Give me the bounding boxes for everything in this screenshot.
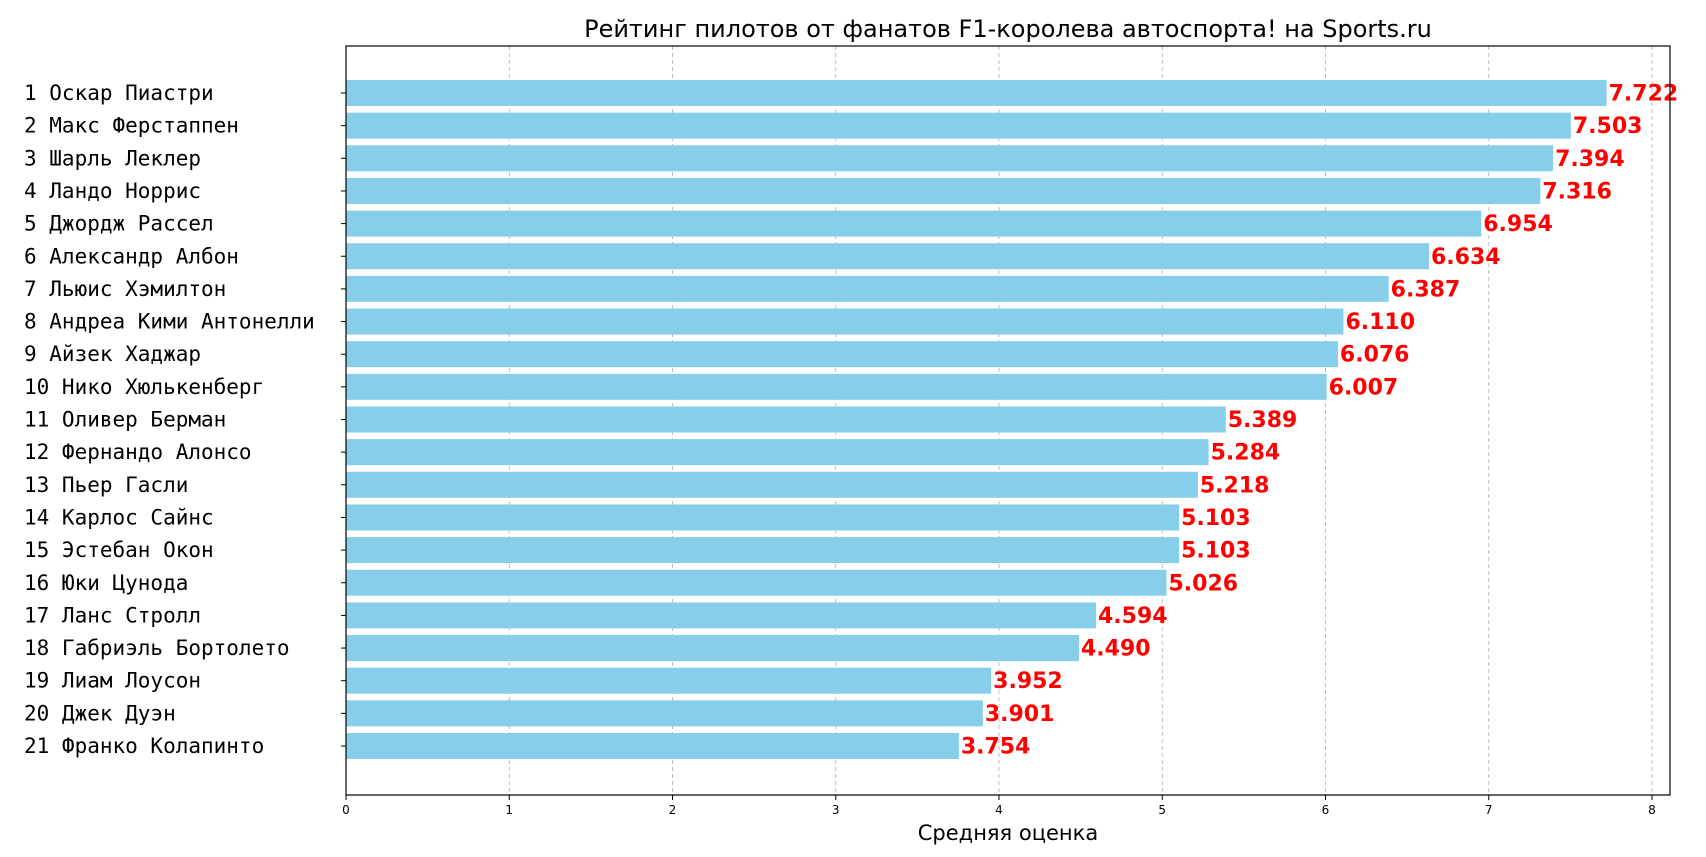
bar (346, 308, 1344, 335)
x-tick-label: 5 (1158, 803, 1166, 817)
category-label: 21 Франко Колапинто (24, 734, 264, 758)
category-label: 6 Александр Албон (24, 244, 239, 268)
x-tick-label: 3 (832, 803, 840, 817)
category-label: 20 Джек Дуэн (24, 701, 176, 725)
category-label: 4 Ландо Норрис (24, 179, 201, 203)
category-label: 7 Льюис Хэмилтон (24, 277, 226, 301)
bar (346, 210, 1482, 237)
bar (346, 243, 1430, 270)
category-label: 14 Карлос Сайнс (24, 505, 214, 529)
bar (346, 439, 1209, 466)
value-label: 6.007 (1329, 375, 1399, 400)
category-label: 18 Габриэль Бортолето (24, 636, 290, 660)
value-label: 5.103 (1181, 506, 1251, 531)
value-label: 6.634 (1431, 245, 1501, 270)
value-label: 7.503 (1573, 114, 1643, 139)
bar (346, 373, 1327, 400)
value-label: 5.103 (1181, 539, 1251, 564)
value-label: 5.026 (1168, 571, 1238, 596)
category-label: 13 Пьер Гасли (24, 473, 188, 497)
bar (346, 145, 1554, 172)
category-label: 1 Оскар Пиастри (24, 81, 214, 105)
value-label: 7.316 (1542, 179, 1612, 204)
value-label: 7.722 (1609, 82, 1679, 107)
value-label: 5.389 (1228, 408, 1298, 433)
bar (346, 504, 1180, 531)
value-label: 5.218 (1200, 473, 1270, 498)
value-label: 7.394 (1555, 147, 1625, 172)
bar (346, 112, 1571, 139)
category-label: 3 Шарль Леклер (24, 146, 201, 170)
bar (346, 471, 1198, 498)
x-axis-label: Средняя оценка (918, 821, 1098, 845)
category-label: 16 Юки Цунода (24, 571, 188, 595)
category-label: 17 Ланс Стролл (24, 603, 201, 627)
value-label: 3.754 (961, 735, 1031, 760)
bar (346, 700, 983, 727)
category-label: 9 Айзек Хаджар (24, 342, 201, 366)
category-label: 11 Оливер Берман (24, 408, 226, 432)
bar (346, 635, 1079, 662)
bar (346, 733, 959, 759)
category-label: 10 Нико Хюлькенберг (24, 375, 264, 399)
bar (346, 341, 1338, 368)
category-label: 19 Лиам Лоусон (24, 669, 201, 693)
x-ticks: 0 1 2 3 4 5 6 7 8 (342, 795, 1656, 817)
value-label: 6.110 (1345, 310, 1415, 335)
value-label: 6.954 (1483, 212, 1553, 237)
bars (346, 80, 1607, 759)
bar (346, 667, 992, 694)
bar (346, 537, 1180, 564)
bar (346, 275, 1389, 302)
category-label: 5 Джордж Рассел (24, 212, 214, 236)
x-tick-label: 1 (505, 803, 513, 817)
x-tick-label: 8 (1648, 803, 1656, 817)
value-labels: 7.722 7.503 7.394 7.316 6.954 6.634 6.387 6.110… (961, 82, 1678, 760)
category-label: 15 Эстебан Окон (24, 538, 214, 562)
x-tick-label: 0 (342, 803, 350, 817)
value-label: 4.490 (1081, 637, 1151, 662)
x-tick-label: 6 (1322, 803, 1330, 817)
bar (346, 406, 1226, 433)
x-tick-label: 4 (995, 803, 1003, 817)
value-label: 3.901 (985, 702, 1055, 727)
bar (346, 569, 1167, 596)
value-label: 4.594 (1098, 604, 1168, 629)
category-label: 2 Макс Ферстаппен (24, 114, 239, 138)
value-label: 6.387 (1391, 277, 1461, 302)
bar (346, 80, 1607, 106)
category-label: 8 Андреа Кими Антонелли (24, 310, 315, 334)
value-label: 6.076 (1340, 343, 1410, 368)
x-tick-label: 7 (1485, 803, 1493, 817)
chart-title: Рейтинг пилотов от фанатов F1-королева а… (584, 15, 1432, 43)
bar (346, 177, 1541, 204)
plot-frame (345, 45, 1671, 796)
value-label: 5.284 (1211, 441, 1281, 466)
bar (346, 602, 1096, 629)
category-labels: 1 Оскар Пиастри 2 Макс Ферстаппен 3 Шарль … (24, 81, 346, 758)
x-tick-label: 2 (669, 803, 677, 817)
category-label: 12 Фернандо Алонсо (24, 440, 252, 464)
value-label: 3.952 (993, 669, 1063, 694)
